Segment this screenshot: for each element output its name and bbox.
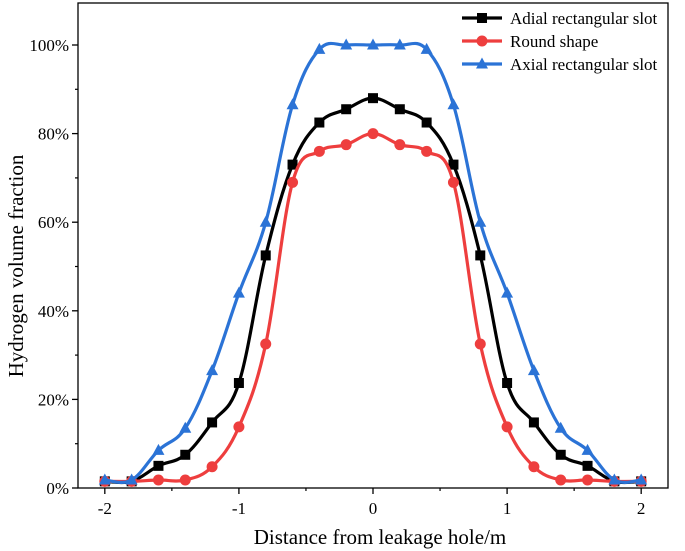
legend-marker: [477, 13, 487, 23]
data-point: [233, 421, 245, 433]
data-point: [474, 338, 486, 350]
data-point: [207, 417, 218, 428]
data-point: [582, 460, 593, 471]
data-point: [152, 474, 164, 486]
series-layer: [98, 38, 648, 487]
data-point: [286, 98, 299, 110]
legend: Adial rectangular slot Round shape Axial r…: [462, 9, 658, 74]
data-point: [527, 364, 540, 376]
data-point: [340, 139, 352, 151]
data-point: [393, 38, 406, 50]
legend-marker: [476, 35, 488, 47]
y-tick-label: 100%: [29, 36, 69, 55]
y-axis-ticks: 0% 20% 40% 60% 80% 100%: [29, 36, 78, 498]
y-tick-label: 0%: [46, 479, 69, 498]
data-point: [582, 474, 594, 486]
data-point: [581, 443, 594, 455]
x-axis-title: Distance from leakage hole/m: [254, 525, 506, 549]
data-point: [233, 378, 244, 389]
data-point: [447, 176, 459, 188]
x-tick-label: 1: [503, 499, 512, 518]
data-point: [287, 176, 299, 188]
data-point: [313, 42, 326, 54]
data-point: [206, 364, 219, 376]
data-point: [152, 443, 165, 455]
series-triangle: [98, 38, 648, 485]
y-tick-label: 80%: [38, 125, 69, 144]
data-point: [635, 473, 648, 485]
data-point: [501, 421, 513, 433]
data-point: [125, 473, 138, 485]
data-point: [179, 421, 192, 433]
data-point: [367, 128, 379, 140]
y-axis-title: Hydrogen volume fraction: [4, 154, 28, 377]
data-point: [287, 159, 298, 170]
series-line: [104, 41, 642, 484]
data-point: [260, 250, 271, 261]
data-point: [448, 159, 459, 170]
data-point: [420, 42, 433, 54]
data-point: [206, 461, 218, 473]
data-point: [232, 286, 245, 298]
data-point: [421, 117, 432, 128]
legend-marker: [476, 57, 488, 69]
data-point: [394, 139, 406, 151]
legend-label: Round shape: [510, 32, 598, 51]
data-point: [313, 145, 325, 157]
x-tick-label: -2: [98, 499, 112, 518]
data-point: [260, 338, 272, 350]
data-point: [314, 117, 325, 128]
data-point: [608, 473, 621, 485]
data-point: [179, 474, 191, 486]
data-point: [98, 473, 111, 485]
data-point: [421, 145, 433, 157]
data-point: [341, 104, 352, 115]
y-tick-label: 20%: [38, 390, 69, 409]
data-point: [368, 93, 378, 104]
data-point: [153, 460, 164, 471]
y-tick-label: 60%: [38, 213, 69, 232]
data-point: [555, 474, 567, 486]
x-tick-label: -1: [232, 499, 246, 518]
data-point: [502, 378, 513, 389]
data-point: [474, 215, 487, 227]
y-tick-label: 40%: [38, 302, 69, 321]
plot-axes: [77, 2, 669, 489]
plot-frame: [77, 2, 669, 489]
x-axis-ticks: -2 -1 0 1 2: [98, 488, 646, 518]
data-point: [340, 38, 353, 50]
data-point: [501, 286, 514, 298]
data-point: [554, 421, 567, 433]
data-point: [555, 449, 566, 460]
data-point: [180, 449, 191, 460]
x-tick-label: 2: [637, 499, 646, 518]
data-point: [367, 38, 379, 50]
data-point: [475, 250, 486, 261]
data-point: [259, 215, 272, 227]
data-point: [528, 461, 540, 473]
data-point: [394, 104, 405, 115]
series-square: [99, 93, 647, 487]
legend-label: Adial rectangular slot: [510, 9, 658, 28]
x-tick-label: 0: [369, 499, 378, 518]
data-point: [528, 417, 539, 428]
legend-label: Axial rectangular slot: [510, 55, 658, 74]
data-point: [447, 98, 460, 110]
